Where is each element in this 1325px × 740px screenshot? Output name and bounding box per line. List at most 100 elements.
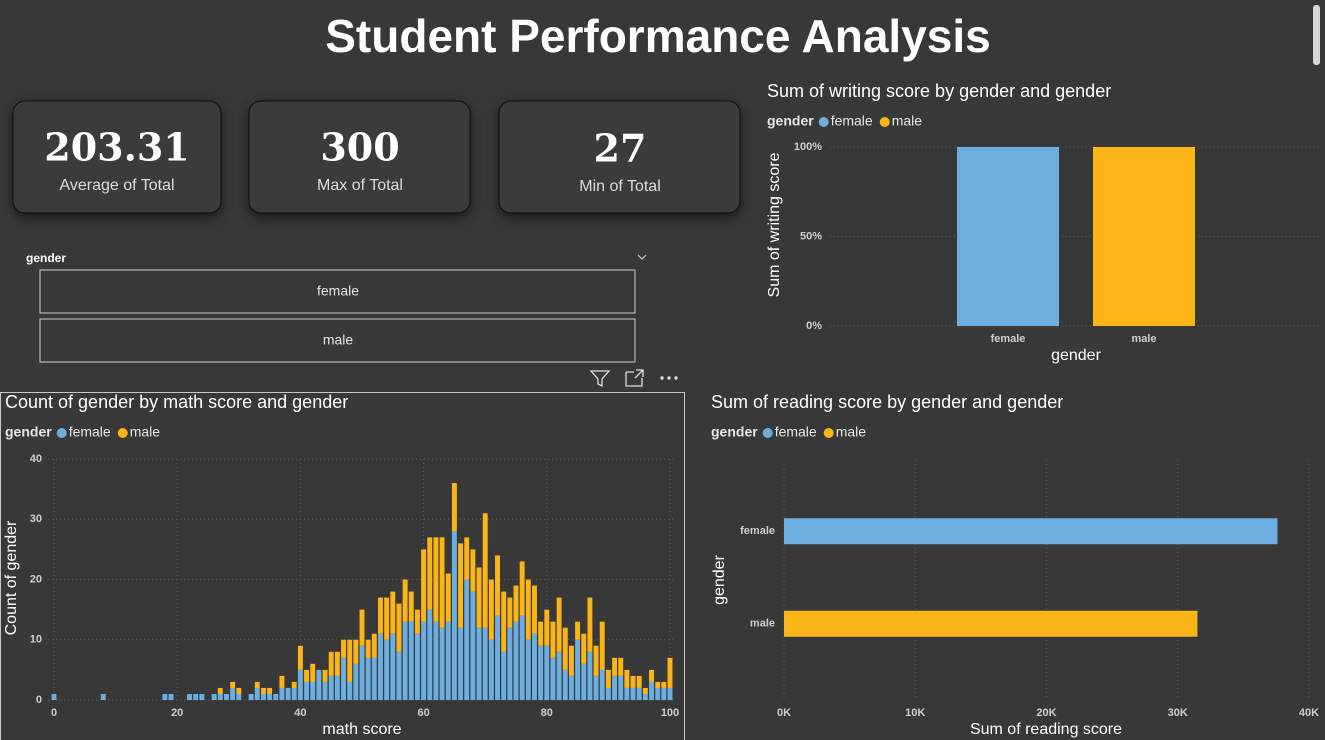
x-tick-label: 0K: [777, 707, 791, 719]
histogram-bar-segment: [636, 675, 642, 688]
histogram-bar-segment: [519, 615, 525, 700]
histogram-bar-segment: [371, 657, 377, 700]
histogram-bar-segment: [458, 543, 464, 628]
histogram-bar-segment: [100, 693, 106, 700]
histogram-bar-segment: [562, 627, 568, 670]
histogram-bar-segment: [427, 537, 433, 610]
histogram-bar-segment: [310, 663, 316, 682]
kpi-card: 300 Max of Total: [248, 100, 471, 214]
histogram-bar-segment: [217, 687, 223, 694]
kpi-card: 27 Min of Total: [498, 100, 741, 214]
histogram-bar-segment: [328, 675, 334, 700]
histogram-bar-segment: [495, 615, 500, 700]
histogram-bar-segment: [384, 639, 390, 700]
histogram-bar-segment: [568, 645, 574, 676]
y-tick-label: 30: [30, 513, 42, 525]
histogram-bar-segment: [544, 609, 550, 646]
slicer: gender female male: [26, 251, 647, 363]
histogram-bar-segment: [507, 627, 513, 700]
histogram-bar-segment: [568, 675, 574, 700]
x-tick-label: 20K: [1036, 707, 1056, 719]
histogram-bar-segment: [421, 621, 427, 700]
more-icon[interactable]: [660, 376, 678, 380]
histogram-bar-segment: [655, 681, 661, 688]
x-tick-label: 10K: [905, 707, 925, 719]
histogram-bar-segment: [630, 675, 636, 688]
histogram-bar-segment: [248, 693, 254, 700]
slicer-option[interactable]: female: [39, 269, 636, 314]
histogram-bar-segment: [273, 693, 279, 700]
histogram-bar-segment: [667, 657, 673, 688]
histogram-bar-segment: [304, 669, 310, 682]
x-tick-label: 0: [51, 707, 57, 719]
option-label[interactable]: female: [317, 283, 359, 299]
scrollbar[interactable]: [1313, 5, 1320, 65]
histogram-bar-segment: [230, 687, 236, 700]
histogram-bar-segment: [451, 531, 457, 700]
histogram-bar-segment: [642, 687, 648, 694]
option-label[interactable]: male: [323, 332, 354, 348]
bar: [784, 610, 1198, 637]
histogram-bar-segment: [532, 585, 537, 634]
histogram-bar-segment: [636, 687, 642, 700]
histogram-bar-segment: [525, 639, 531, 700]
histogram-bar-segment: [254, 687, 260, 700]
histogram-bar-segment: [211, 693, 217, 700]
histogram-bar-segment: [599, 669, 605, 700]
bar: [784, 518, 1278, 545]
histogram-bar-segment: [51, 693, 57, 700]
histogram-bar-segment: [575, 621, 581, 640]
x-tick-label: 30K: [1168, 707, 1188, 719]
histogram-bar-segment: [187, 693, 192, 700]
histogram-bar-segment: [396, 651, 402, 700]
histogram-bar-segment: [279, 687, 285, 700]
y-tick-label: 40: [30, 453, 42, 465]
histogram-bar-segment: [661, 687, 667, 700]
dropdown-chevron[interactable]: [637, 254, 647, 260]
histogram-bar-segment: [476, 567, 482, 628]
focus-icon[interactable]: [625, 369, 644, 387]
chart-title: Count of gender by math score and gender: [5, 392, 348, 412]
histogram-bar-segment: [513, 585, 519, 622]
histogram-bar-segment: [445, 621, 451, 700]
histogram-bar-segment: [408, 621, 414, 700]
histogram-bar-segment: [193, 693, 199, 700]
page-title: Student Performance Analysis: [325, 10, 991, 62]
histogram-bar-segment: [630, 687, 636, 700]
slicer-option[interactable]: male: [39, 318, 636, 363]
histogram-bar-segment: [587, 597, 593, 652]
histogram-bar-segment: [365, 639, 371, 658]
histogram-bar-segment: [439, 537, 445, 628]
histogram-bar-segment: [236, 687, 242, 694]
legend-title: gender: [711, 424, 758, 440]
filter-icon[interactable]: [589, 370, 611, 388]
card-value: 27: [594, 126, 647, 171]
histogram-bar-segment: [390, 591, 396, 634]
histogram-bar-segment: [488, 579, 494, 640]
card-value: 300: [320, 125, 399, 170]
legend-swatch: [818, 117, 829, 127]
x-axis-title: gender: [1051, 347, 1101, 364]
histogram-bar-segment: [439, 627, 445, 700]
histogram-bar-segment: [445, 573, 451, 622]
y-tick-label: 100%: [794, 141, 822, 153]
histogram-bar-segment: [236, 693, 242, 700]
y-tick-label: female: [740, 525, 775, 537]
histogram-bar-segment: [538, 621, 544, 646]
histogram-bar-segment: [581, 663, 587, 700]
histogram-bar-segment: [230, 681, 236, 688]
histogram-bar-segment: [599, 621, 605, 670]
x-axis-title: math score: [322, 721, 401, 738]
histogram-bar-segment: [513, 621, 519, 700]
histogram-bar-segment: [334, 675, 340, 700]
x-tick-label: male: [1131, 333, 1156, 345]
legend-swatch: [879, 117, 890, 127]
histogram-bar-segment: [519, 561, 525, 616]
legend-title: gender: [5, 424, 52, 440]
bar: [1093, 147, 1195, 326]
histogram-bar-segment: [199, 693, 205, 700]
histogram-bar-segment: [168, 693, 174, 700]
histogram-bar-segment: [495, 555, 500, 616]
